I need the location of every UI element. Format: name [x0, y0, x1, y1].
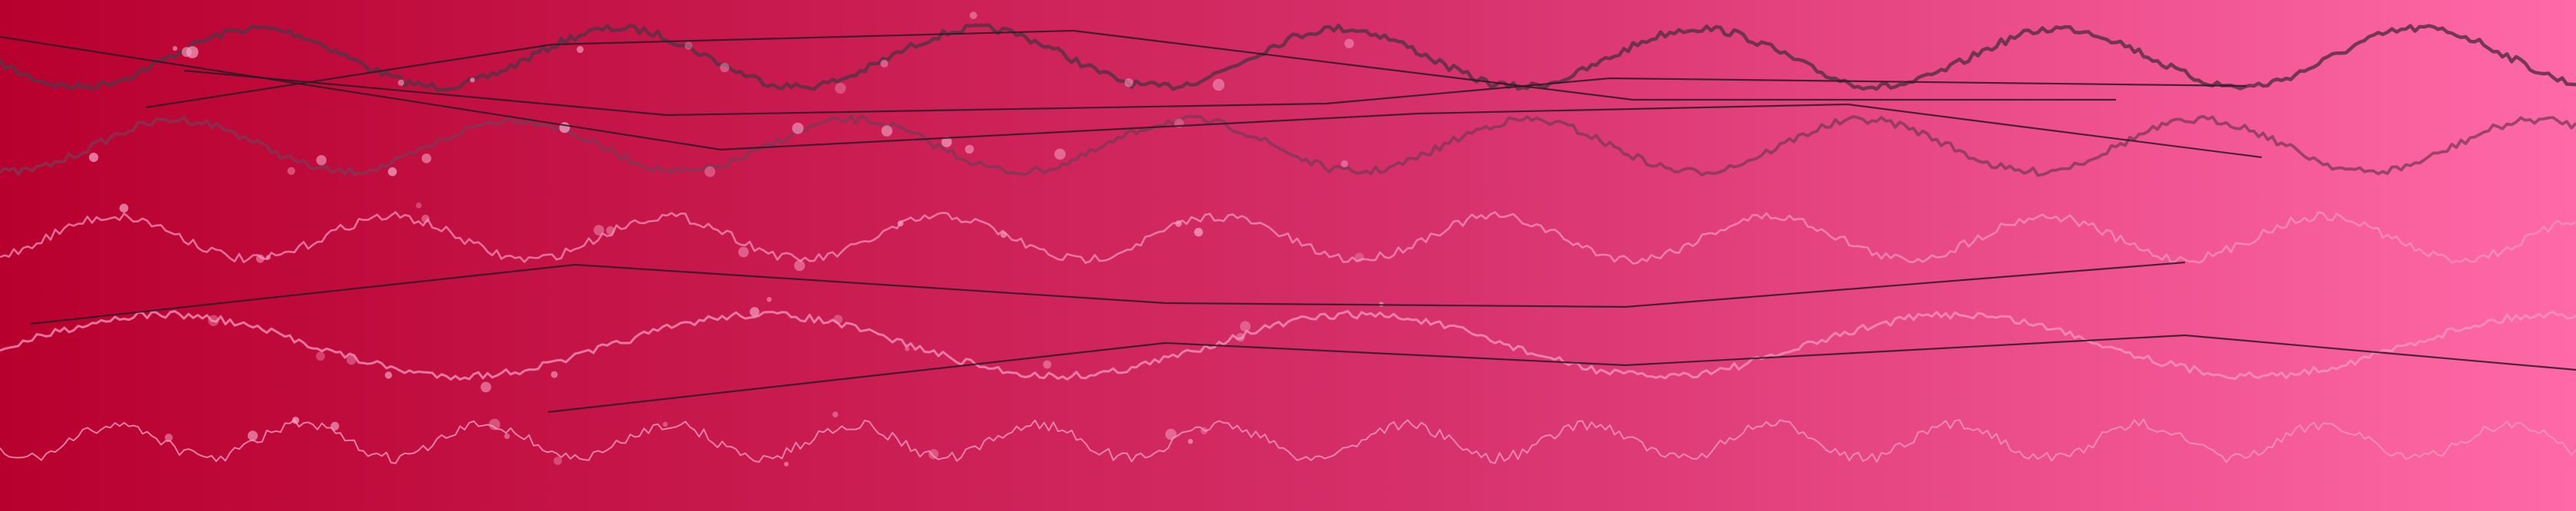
connector-line-4 — [30, 261, 2186, 325]
scatter-dot — [291, 417, 300, 424]
scatter-dot — [928, 449, 939, 460]
scatter-dot — [385, 371, 393, 379]
scatter-dot — [767, 297, 772, 302]
scatter-dot — [1341, 160, 1349, 168]
scatter-dot — [1165, 428, 1177, 440]
scatter-dot — [1201, 427, 1208, 435]
scatter-dot — [833, 315, 843, 325]
scatter-dot — [792, 122, 804, 134]
scatter-dot — [794, 260, 805, 272]
scatter-dot — [606, 226, 615, 236]
scatter-dot — [832, 411, 839, 417]
scatter-dot — [172, 46, 178, 51]
scatter-dot — [398, 79, 405, 86]
connector-line-5 — [547, 334, 2576, 414]
wave-line-3 — [0, 211, 2576, 265]
scatter-dot — [684, 41, 693, 50]
wave-line-1 — [0, 23, 2576, 92]
scatter-dot — [470, 77, 475, 83]
scatter-dot — [550, 371, 558, 378]
scatter-dot — [749, 307, 760, 317]
scatter-dot — [287, 166, 295, 175]
scatter-dot — [905, 346, 910, 351]
connector-line-3 — [0, 35, 2262, 159]
connector-line-2 — [183, 69, 2247, 117]
scatter-dot — [964, 144, 974, 154]
scatter-dot — [256, 254, 264, 263]
scatter-dot — [1001, 232, 1007, 238]
scatter-dot — [554, 457, 562, 465]
scatter-dot — [208, 315, 219, 326]
scatter-dot — [330, 421, 340, 431]
scatter-dot — [880, 59, 889, 68]
scatter-dot — [1043, 360, 1052, 369]
scatter-dot — [388, 167, 397, 176]
scatter-dot — [1236, 332, 1245, 342]
scatter-dot — [1240, 321, 1251, 332]
scatter-dot — [1212, 78, 1225, 91]
scatter-dot — [881, 125, 893, 137]
scatter-dot — [480, 381, 491, 393]
scatter-dot — [897, 220, 904, 227]
scatter-dot — [1124, 78, 1134, 87]
scatter-dot — [705, 166, 715, 177]
scatter-dot — [1054, 148, 1066, 160]
connector-line-1 — [145, 29, 2116, 109]
scatter-dot — [1194, 227, 1204, 237]
scatter-dot — [593, 225, 604, 236]
scatter-dot — [488, 418, 501, 430]
scatter-dot — [720, 62, 730, 73]
scatter-dot — [1355, 252, 1365, 262]
scatter-dot — [421, 214, 430, 223]
scatter-dot — [835, 82, 846, 94]
scatter-dot — [941, 137, 952, 147]
scatter-dot — [347, 354, 356, 365]
scatter-dot — [738, 246, 749, 258]
scatter-dot — [119, 203, 129, 213]
scatter-dot — [422, 153, 432, 163]
scatter-dot — [504, 433, 510, 440]
scatter-dot — [784, 461, 789, 466]
scatter-dot — [186, 46, 199, 58]
wave-line-5 — [0, 418, 2576, 464]
scatter-dot — [316, 351, 325, 361]
scatter-dot — [416, 202, 422, 209]
dot-layer — [89, 12, 1384, 466]
scatter-dot — [164, 434, 173, 442]
scatter-dot — [662, 421, 668, 427]
scatter-dot — [265, 255, 271, 260]
scatter-dot — [577, 46, 584, 53]
scatter-dot — [89, 153, 99, 163]
scatter-dot — [248, 430, 258, 441]
line-layer — [0, 29, 2576, 414]
wave-layer — [0, 23, 2576, 464]
scatter-dot — [316, 155, 327, 166]
scatter-dot — [1188, 439, 1193, 444]
wave-line-2 — [0, 114, 2576, 177]
wave-line-4 — [0, 310, 2576, 381]
scatter-dot — [969, 12, 978, 19]
scatter-dot — [1344, 38, 1355, 48]
scatter-dot — [1175, 220, 1182, 227]
